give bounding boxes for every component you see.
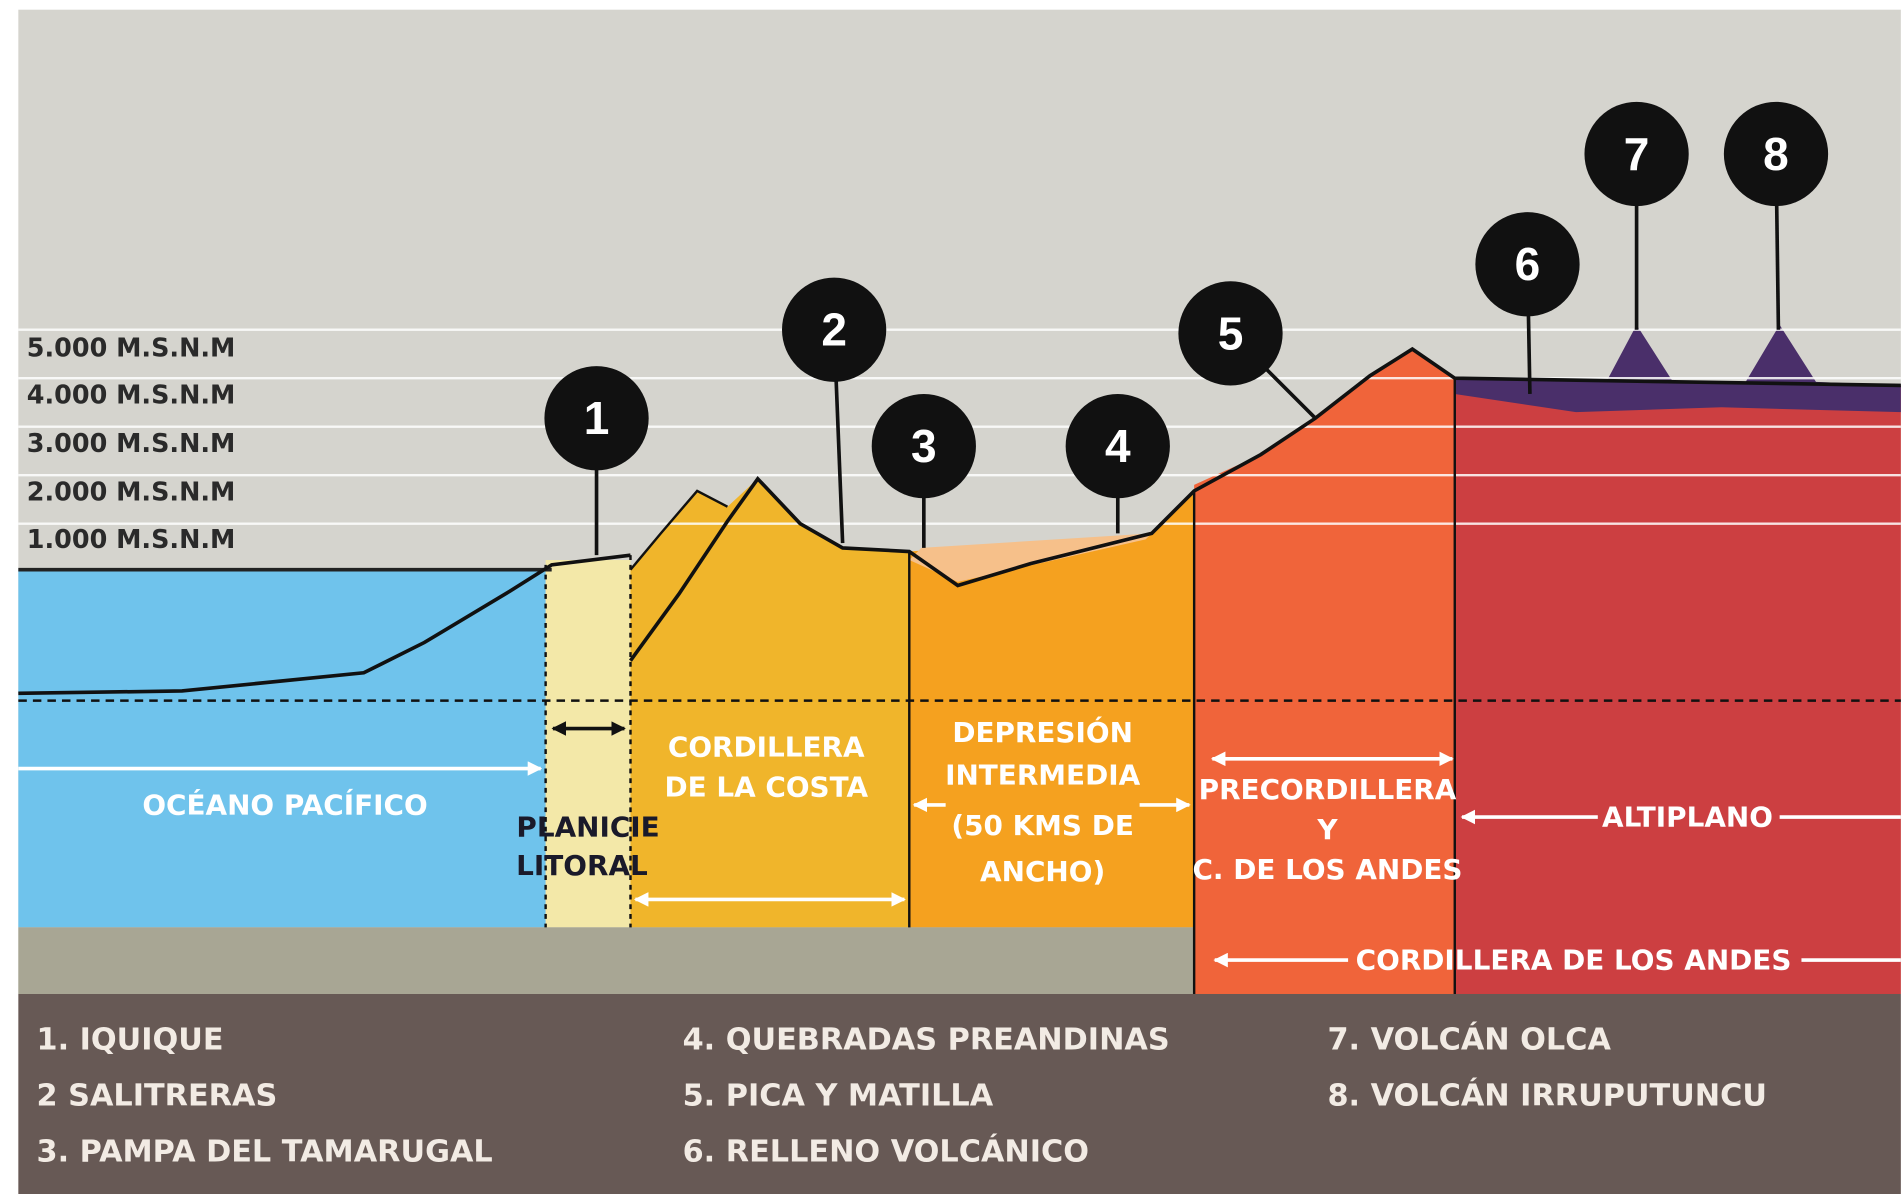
- legend-item: 8. VOLCÁN IRRUPUTUNCU: [1327, 1078, 1767, 1114]
- marker-number: 1: [584, 392, 610, 444]
- legend-item: 1. IQUIQUE: [37, 1023, 224, 1058]
- zone-label: Y: [1316, 813, 1338, 846]
- zone-label: DEPRESIÓN: [952, 715, 1133, 749]
- altitude-label: 3.000 M.S.N.M: [27, 429, 236, 459]
- marker-number: 4: [1105, 420, 1131, 472]
- zone-label: OCÉANO PACÍFICO: [142, 788, 427, 822]
- legend-item: 4. QUEBRADAS PREANDINAS: [683, 1023, 1170, 1058]
- marker-number: 8: [1763, 128, 1789, 180]
- legend-item: 3. PAMPA DEL TAMARUGAL: [37, 1134, 493, 1169]
- zone-label: LITORAL: [516, 849, 648, 882]
- ocean: [18, 570, 545, 928]
- zone-label: DE LA COSTA: [664, 770, 868, 803]
- marker-number: 2: [821, 304, 847, 356]
- zone-label: PLANICIE: [516, 810, 659, 843]
- altiplano: [1455, 378, 1901, 994]
- legend-item: 6. RELLENO VOLCÁNICO: [683, 1133, 1089, 1169]
- zone-label: CORDILLERA DE LOS ANDES: [1356, 944, 1792, 977]
- cross-section-diagram: 5.000 M.S.N.M 4.000 M.S.N.M 3.000 M.S.N.…: [0, 0, 1901, 1194]
- zone-label: INTERMEDIA: [945, 758, 1141, 791]
- zone-label: ALTIPLANO: [1602, 801, 1773, 834]
- marker-number: 5: [1218, 307, 1244, 359]
- marker-number: 3: [911, 420, 937, 472]
- legend-item: 5. PICA Y MATILLA: [683, 1079, 994, 1114]
- zone-label: ANCHO): [980, 855, 1105, 888]
- altitude-label: 5.000 M.S.N.M: [27, 333, 236, 363]
- altitude-label: 1.000 M.S.N.M: [27, 525, 236, 555]
- zone-label: CORDILLERA: [668, 730, 865, 763]
- zone-label: (50 KMS DE: [951, 809, 1134, 842]
- base-band: [18, 927, 1194, 994]
- altitude-label: 4.000 M.S.N.M: [27, 381, 236, 411]
- marker-number: 7: [1624, 128, 1650, 180]
- zone-label: C. DE LOS ANDES: [1192, 853, 1462, 886]
- zone-label: PRECORDILLERA: [1199, 773, 1457, 806]
- marker-number: 6: [1515, 238, 1541, 290]
- legend-item: 7. VOLCÁN OLCA: [1327, 1022, 1611, 1058]
- legend-item: 2 SALITRERAS: [37, 1079, 278, 1114]
- altitude-label: 2.000 M.S.N.M: [27, 478, 236, 508]
